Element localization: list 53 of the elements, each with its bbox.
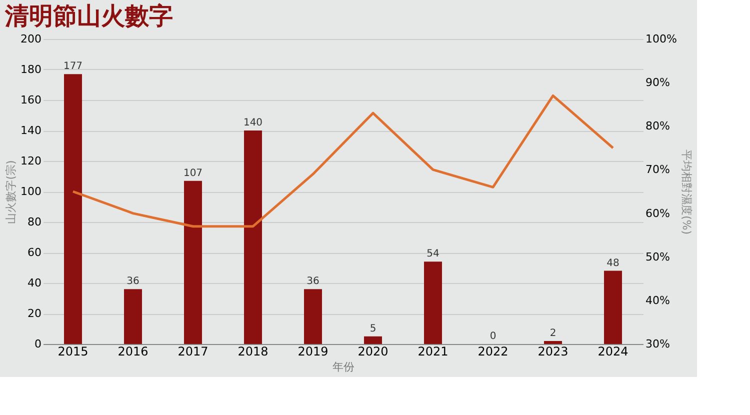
x-tick-label: 2020 <box>358 344 388 358</box>
bar <box>424 262 442 344</box>
y-tick-label: 140 <box>20 124 42 137</box>
bar <box>304 289 322 344</box>
bar <box>124 289 142 344</box>
y-tick-label: 20 <box>28 307 42 320</box>
bar <box>364 336 382 344</box>
chart-title: 清明節山火數字 <box>4 2 174 30</box>
bar <box>184 180 202 344</box>
data-label: 107 <box>183 168 203 179</box>
x-tick-label: 2021 <box>418 344 448 358</box>
bar <box>64 74 82 344</box>
bar <box>604 270 622 344</box>
y2-tick-label: 80% <box>646 120 670 133</box>
y2-tick-label: 30% <box>646 338 670 350</box>
y2-tick-label: 60% <box>646 206 670 220</box>
y-tick-label: 200 <box>20 32 42 46</box>
y-tick-label: 180 <box>20 63 42 76</box>
data-label: 5 <box>370 323 376 334</box>
data-label: 36 <box>306 276 320 288</box>
data-label: 140 <box>243 118 263 128</box>
x-tick-label: 2022 <box>478 344 508 358</box>
y-tick-label: 80 <box>28 216 42 228</box>
data-label: 2 <box>550 328 556 339</box>
bar <box>544 340 562 344</box>
x-tick-label: 2019 <box>298 344 328 358</box>
x-tick-label: 2023 <box>538 344 568 358</box>
y-tick-label: 100 <box>20 185 42 198</box>
y-tick-label: 60 <box>28 246 42 259</box>
y2-tick-label: 50% <box>646 250 670 264</box>
data-label: 54 <box>426 248 440 260</box>
y2-tick-label: 100% <box>646 32 677 46</box>
line-series <box>72 94 614 228</box>
x-tick-label: 2016 <box>118 344 148 358</box>
y2-axis-title: 平均相對濕度(%) <box>680 149 693 235</box>
y2-tick-label: 90% <box>646 76 670 90</box>
y-tick-label: 0 <box>34 338 42 350</box>
bar <box>244 130 262 344</box>
y-axis-title: 山火數字(宗) <box>4 160 18 224</box>
x-axis-title: 年份 <box>332 360 354 374</box>
x-tick-label: 2024 <box>598 344 628 358</box>
x-tick-label: 2017 <box>178 344 208 358</box>
y-tick-label: 160 <box>20 94 42 106</box>
data-label: 0 <box>490 331 496 342</box>
data-label: 48 <box>606 258 620 269</box>
x-tick-label: 2018 <box>238 344 268 358</box>
y-tick-label: 120 <box>20 154 42 168</box>
y2-tick-label: 40% <box>646 294 670 307</box>
x-tick-label: 2015 <box>58 344 88 358</box>
data-label: 36 <box>126 276 140 288</box>
data-label: 177 <box>63 61 83 72</box>
y2-tick-label: 70% <box>646 163 670 176</box>
y-tick-label: 40 <box>28 276 42 290</box>
